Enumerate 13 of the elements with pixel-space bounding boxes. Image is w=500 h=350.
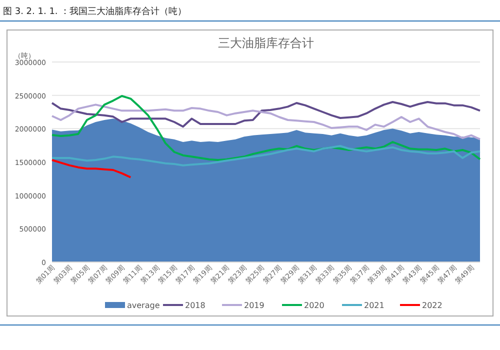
caption: 图 3. 2. 1. 1. ：我国三大油脂库存合计（吨）	[3, 6, 187, 17]
chart-title: 三大油脂库存合计	[218, 36, 314, 50]
line-series	[51, 104, 481, 140]
legend-label: average	[127, 301, 160, 310]
line-series	[51, 95, 481, 161]
legend-label: 2022	[422, 301, 442, 310]
line-series	[51, 145, 481, 166]
legend-label: 2020	[304, 301, 324, 310]
legend-label: 2021	[364, 301, 384, 310]
legend-label: 2018	[185, 301, 206, 310]
line-series	[51, 101, 481, 128]
legend-label: 2019	[244, 301, 264, 310]
line-series	[51, 159, 132, 178]
